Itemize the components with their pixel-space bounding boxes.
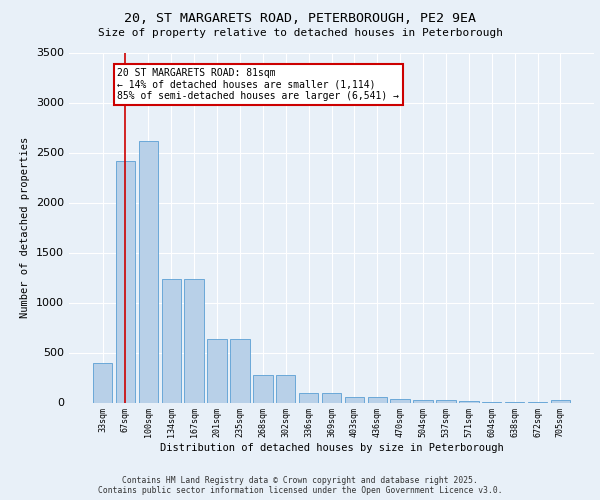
Bar	[413, 400, 433, 402]
Bar	[551, 400, 570, 402]
Bar	[436, 400, 455, 402]
Text: 20, ST MARGARETS ROAD, PETERBOROUGH, PE2 9EA: 20, ST MARGARETS ROAD, PETERBOROUGH, PE2…	[124, 12, 476, 26]
Bar	[368, 397, 387, 402]
Bar	[253, 374, 272, 402]
Bar	[230, 338, 250, 402]
Bar	[344, 396, 364, 402]
Text: Size of property relative to detached houses in Peterborough: Size of property relative to detached ho…	[97, 28, 503, 38]
Text: 20 ST MARGARETS ROAD: 81sqm
← 14% of detached houses are smaller (1,114)
85% of : 20 ST MARGARETS ROAD: 81sqm ← 14% of det…	[118, 68, 400, 100]
Bar	[322, 393, 341, 402]
X-axis label: Distribution of detached houses by size in Peterborough: Distribution of detached houses by size …	[160, 443, 503, 453]
Bar	[391, 398, 410, 402]
Bar	[161, 278, 181, 402]
Bar	[93, 362, 112, 403]
Y-axis label: Number of detached properties: Number of detached properties	[20, 137, 31, 318]
Bar	[276, 374, 295, 402]
Bar	[208, 338, 227, 402]
Bar	[116, 160, 135, 402]
Bar	[184, 278, 204, 402]
Bar	[139, 140, 158, 402]
Bar	[299, 392, 319, 402]
Text: Contains HM Land Registry data © Crown copyright and database right 2025.
Contai: Contains HM Land Registry data © Crown c…	[98, 476, 502, 495]
